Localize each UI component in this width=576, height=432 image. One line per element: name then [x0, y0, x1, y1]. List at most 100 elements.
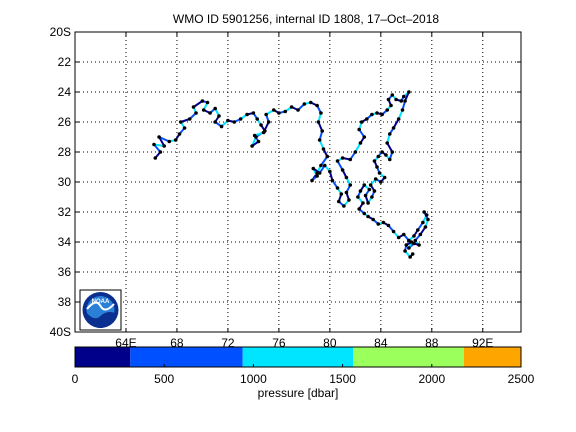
colorbar-band — [353, 347, 464, 367]
y-tick-label: 36 — [58, 265, 72, 279]
track-point — [408, 255, 412, 259]
track-point — [372, 159, 377, 163]
track-point — [319, 111, 323, 115]
y-tick-label: 30 — [58, 175, 72, 189]
track-point — [362, 135, 367, 139]
track-point — [389, 103, 393, 108]
track-point — [391, 229, 396, 234]
track-point — [271, 108, 276, 112]
track-point — [238, 117, 243, 121]
track-point — [266, 120, 271, 124]
track-point — [296, 108, 300, 112]
colorbar-tick-label: 1500 — [329, 372, 356, 386]
track-point — [213, 120, 217, 124]
track-point — [379, 180, 383, 184]
y-tick-label: 32 — [58, 205, 72, 219]
track-point — [194, 111, 198, 115]
track-point — [385, 141, 390, 145]
track-point — [219, 124, 224, 129]
plot-area — [75, 32, 521, 332]
track-point — [384, 153, 388, 157]
y-tick-label: 22 — [58, 55, 72, 69]
track-point — [391, 126, 396, 130]
colorbar-tick-label: 0 — [72, 372, 79, 386]
track-point — [401, 232, 406, 237]
colorbar-tick-label: 500 — [154, 372, 174, 386]
track-point — [380, 112, 384, 117]
y-tick-label: 34 — [58, 235, 72, 249]
track-point — [409, 240, 414, 244]
track-point — [315, 171, 319, 175]
track-point — [158, 150, 163, 154]
track-point — [362, 183, 367, 187]
track-point — [400, 108, 405, 112]
colorbar-frame — [74, 346, 522, 368]
track-point — [358, 189, 363, 193]
track-point — [340, 168, 345, 172]
colorbar-band — [242, 347, 354, 367]
track-point — [368, 183, 373, 187]
track-point — [407, 246, 411, 250]
track-point — [277, 111, 281, 115]
track-point — [319, 163, 323, 168]
track-point — [399, 99, 404, 103]
track-point — [417, 243, 421, 247]
track-point — [386, 97, 391, 102]
track-point — [251, 111, 256, 115]
track-point — [381, 220, 386, 225]
noaa-logo: NOAA — [79, 289, 122, 331]
logo-wave-icon — [86, 312, 115, 328]
track-point — [382, 175, 387, 180]
track-point — [208, 111, 212, 115]
track-point — [348, 157, 353, 162]
track-point — [357, 207, 361, 211]
track-point — [348, 183, 353, 187]
track-point — [366, 214, 370, 219]
track-point — [317, 138, 322, 142]
track-point — [187, 117, 192, 121]
track-point — [283, 109, 288, 114]
track-point — [157, 135, 161, 139]
track-point — [167, 139, 172, 144]
colorbar: 0 500 1000 1500 2000 2500 pressure [dbar] — [72, 346, 535, 400]
track-point — [344, 175, 349, 180]
track-point — [162, 144, 166, 148]
track-point — [201, 108, 206, 112]
track-point — [376, 222, 381, 226]
track-point — [410, 252, 415, 256]
track-point — [255, 117, 260, 121]
track-point — [322, 163, 327, 168]
track-point — [396, 117, 401, 121]
logo-bird-icon — [86, 301, 115, 311]
track-point — [340, 156, 345, 160]
track-point — [178, 120, 183, 124]
y-tick-label: 38 — [58, 295, 72, 309]
track-point — [403, 99, 407, 103]
track-point — [152, 142, 156, 147]
colorbar-tick-label: 1000 — [240, 372, 267, 386]
track-point — [367, 187, 372, 192]
track-point — [401, 94, 406, 99]
track-point — [261, 130, 266, 135]
track-point — [264, 112, 268, 117]
track-point — [380, 150, 384, 154]
track-point — [424, 213, 429, 217]
track-segment — [158, 136, 170, 143]
track-point — [370, 112, 374, 117]
track-point — [315, 103, 319, 108]
track-point — [404, 243, 409, 247]
track-point — [335, 159, 340, 163]
track-point — [330, 178, 335, 183]
track-point — [422, 210, 426, 214]
track-point — [421, 220, 425, 225]
track-point — [387, 157, 392, 162]
track-point — [371, 217, 375, 222]
track-point — [347, 198, 351, 202]
track-point — [289, 105, 294, 109]
track-point — [311, 166, 316, 171]
track-point — [317, 171, 322, 175]
track-point — [385, 108, 390, 112]
track-point — [328, 169, 332, 174]
track-point — [376, 154, 381, 159]
